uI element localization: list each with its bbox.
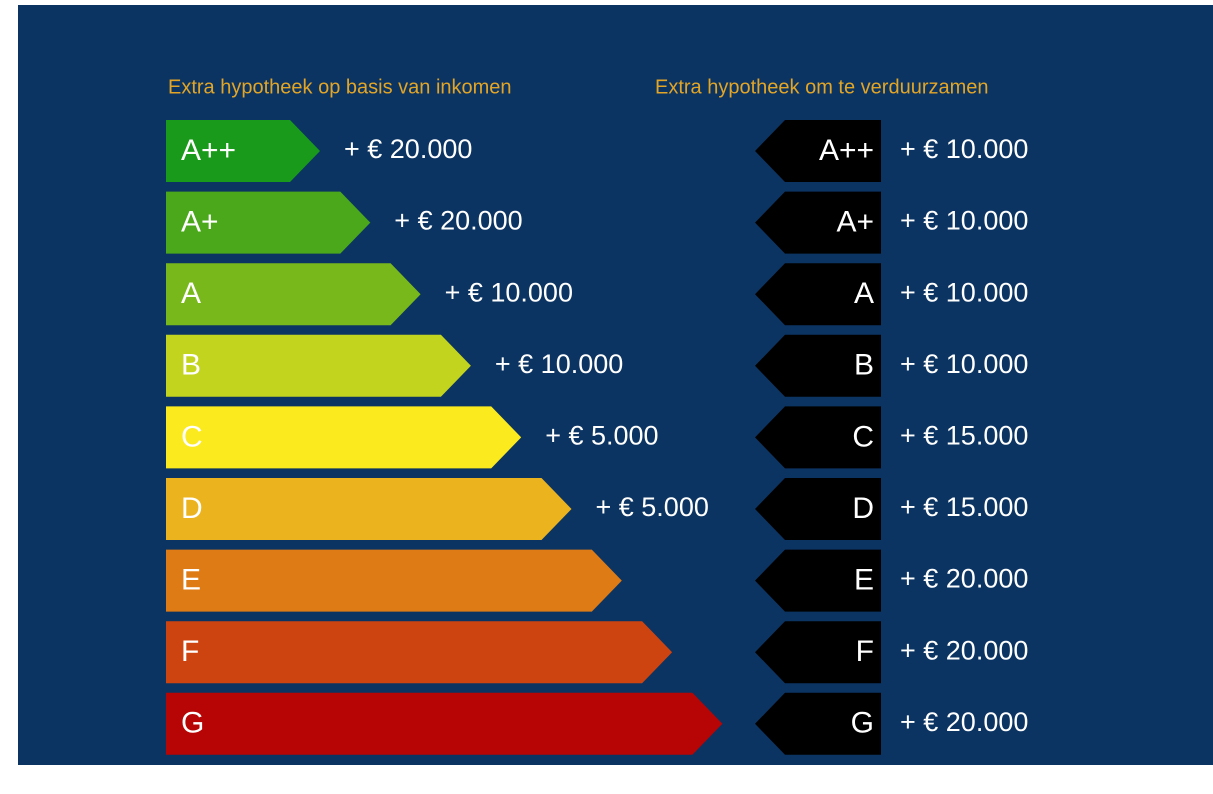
income-value: + € 5.000 xyxy=(545,421,658,451)
sustain-tag xyxy=(755,263,881,326)
sustain-tag xyxy=(755,621,881,684)
energy-bar xyxy=(166,191,371,254)
sustain-class: F xyxy=(856,635,874,668)
sustain-value: + € 20.000 xyxy=(900,564,1028,594)
sustain-tag xyxy=(755,549,881,612)
energy-class: A xyxy=(181,277,201,310)
energy-class: F xyxy=(181,635,199,668)
sustain-class: A++ xyxy=(819,134,874,167)
energy-class: C xyxy=(181,420,203,453)
sustain-class: C xyxy=(852,420,874,453)
sustain-value: + € 10.000 xyxy=(900,134,1028,164)
sustain-value: + € 20.000 xyxy=(900,707,1028,737)
sustain-tag xyxy=(755,334,881,397)
sustain-value: + € 15.000 xyxy=(900,421,1028,451)
income-value: + € 20.000 xyxy=(344,134,472,164)
sustain-value: + € 20.000 xyxy=(900,635,1028,665)
sustain-value: + € 10.000 xyxy=(900,349,1028,379)
energy-class: A+ xyxy=(181,206,219,239)
sustain-tag xyxy=(755,191,881,254)
energy-bar xyxy=(166,478,572,540)
energy-class: D xyxy=(181,492,203,525)
energy-class: A++ xyxy=(181,134,236,167)
energy-bar xyxy=(166,549,622,612)
sustain-class: A+ xyxy=(836,206,874,239)
income-value: + € 10.000 xyxy=(495,349,623,379)
sustain-tag xyxy=(755,406,881,469)
income-value: + € 10.000 xyxy=(445,277,573,307)
sustain-value: + € 10.000 xyxy=(900,206,1028,236)
sustain-tag xyxy=(755,120,881,182)
income-value: + € 5.000 xyxy=(596,492,709,522)
sustain-value: + € 10.000 xyxy=(900,277,1028,307)
energy-class: B xyxy=(181,349,201,382)
income-value: + € 20.000 xyxy=(394,206,522,236)
left-header: Extra hypotheek op basis van inkomen xyxy=(168,76,512,98)
sustain-tag xyxy=(755,692,881,755)
energy-class: E xyxy=(181,564,201,597)
energy-bar xyxy=(166,406,522,469)
sustain-class: A xyxy=(854,277,874,310)
energy-bar xyxy=(166,621,673,684)
sustain-class: G xyxy=(851,707,874,740)
energy-bar xyxy=(166,263,421,326)
energy-bar xyxy=(166,692,723,755)
energy-bar xyxy=(166,334,471,397)
energy-class: G xyxy=(181,707,204,740)
sustain-class: E xyxy=(854,564,874,597)
sustain-class: B xyxy=(854,349,874,382)
sustain-class: D xyxy=(852,492,874,525)
sustain-tag xyxy=(755,478,881,540)
energy-bar xyxy=(166,120,320,182)
right-header: Extra hypotheek om te verduurzamen xyxy=(655,76,989,98)
sustain-value: + € 15.000 xyxy=(900,492,1028,522)
